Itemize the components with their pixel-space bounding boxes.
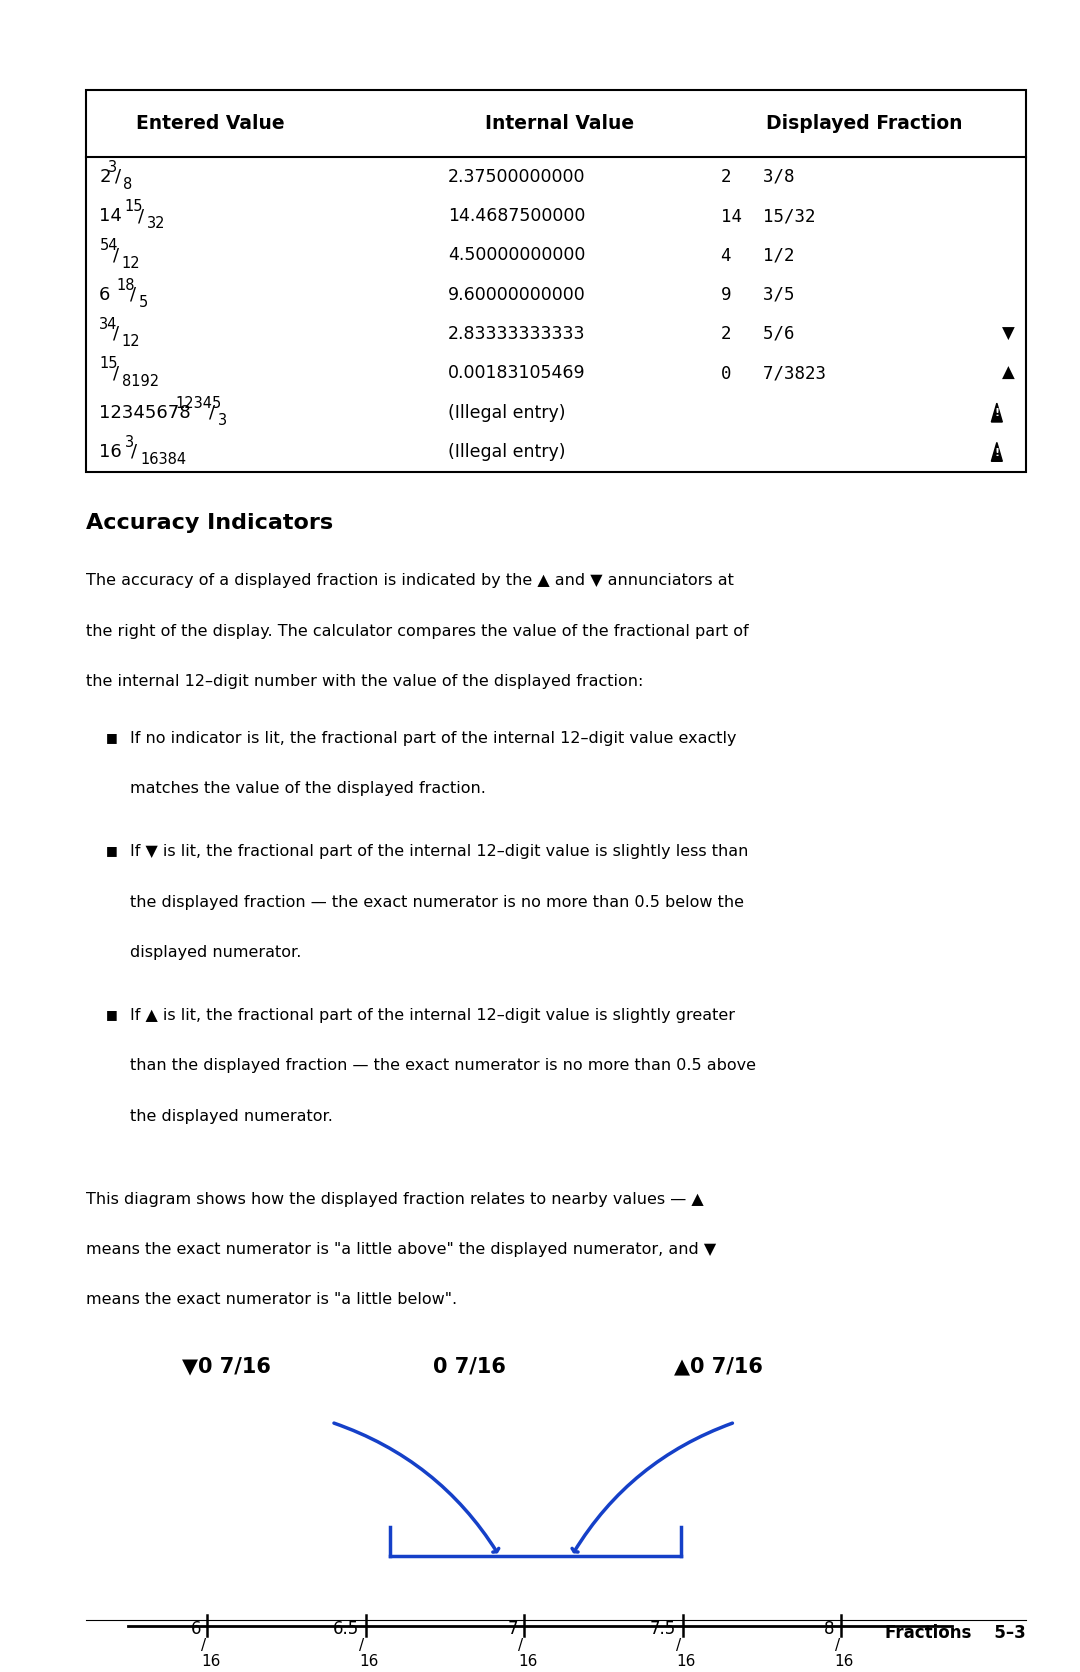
Text: 2   5/6: 2 5/6 — [721, 324, 795, 343]
Text: If ▼ is lit, the fractional part of the internal 12–digit value is slightly less: If ▼ is lit, the fractional part of the … — [130, 844, 748, 859]
Text: ■: ■ — [106, 731, 118, 744]
Text: 12345: 12345 — [175, 396, 221, 411]
Text: the right of the display. The calculator compares the value of the fractional pa: the right of the display. The calculator… — [86, 624, 750, 639]
Text: (Illegal entry): (Illegal entry) — [448, 443, 566, 461]
Text: means the exact numerator is "a little above" the displayed numerator, and ▼: means the exact numerator is "a little a… — [86, 1242, 716, 1257]
Text: /: / — [138, 207, 145, 226]
Text: Accuracy Indicators: Accuracy Indicators — [86, 513, 334, 533]
Text: the displayed numerator.: the displayed numerator. — [130, 1109, 333, 1124]
Text: ▲0 7/16: ▲0 7/16 — [674, 1356, 762, 1376]
Text: 16384: 16384 — [140, 451, 186, 466]
Text: /
16: / 16 — [676, 1639, 696, 1669]
Text: 2: 2 — [99, 167, 111, 186]
Text: 0   7/3823: 0 7/3823 — [721, 364, 826, 383]
Text: /
16: / 16 — [201, 1639, 220, 1669]
Text: ▲: ▲ — [1002, 364, 1015, 383]
Bar — [86, 90, 1026, 472]
Text: 8: 8 — [123, 177, 133, 192]
Text: 12: 12 — [122, 256, 140, 271]
Text: The accuracy of a displayed fraction is indicated by the ▲ and ▼ annunciators at: The accuracy of a displayed fraction is … — [86, 573, 734, 589]
Text: 6.5: 6.5 — [333, 1620, 360, 1639]
Text: 3: 3 — [108, 161, 117, 176]
Text: ■: ■ — [106, 1008, 118, 1022]
Text: the displayed fraction — the exact numerator is no more than 0.5 below the: the displayed fraction — the exact numer… — [130, 895, 744, 910]
Text: ■: ■ — [106, 844, 118, 858]
Text: 8: 8 — [824, 1620, 835, 1639]
Text: Fractions    5–3: Fractions 5–3 — [886, 1624, 1026, 1642]
Text: ▼: ▼ — [1002, 324, 1015, 343]
Text: displayed numerator.: displayed numerator. — [130, 945, 301, 960]
Text: /: / — [210, 403, 215, 421]
Text: 15: 15 — [99, 356, 118, 371]
Text: 32: 32 — [147, 216, 165, 231]
Text: 2.37500000000: 2.37500000000 — [448, 167, 585, 186]
Text: 0 7/16: 0 7/16 — [433, 1356, 507, 1376]
Text: 2   3/8: 2 3/8 — [721, 167, 795, 186]
Text: 14: 14 — [99, 207, 129, 226]
Text: Internal Value: Internal Value — [485, 114, 634, 134]
Text: 3: 3 — [218, 413, 227, 428]
Text: 9   3/5: 9 3/5 — [721, 286, 795, 304]
Text: 4.50000000000: 4.50000000000 — [448, 246, 585, 264]
Text: !: ! — [995, 408, 999, 418]
Text: 4   1/2: 4 1/2 — [721, 246, 795, 264]
Text: /
16: / 16 — [517, 1639, 537, 1669]
Text: 9.60000000000: 9.60000000000 — [448, 286, 586, 304]
Text: /: / — [114, 167, 121, 186]
Text: means the exact numerator is "a little below".: means the exact numerator is "a little b… — [86, 1292, 458, 1308]
Text: /: / — [130, 286, 136, 304]
Text: 54: 54 — [99, 239, 118, 254]
Polygon shape — [991, 443, 1002, 461]
Text: 6: 6 — [99, 286, 117, 304]
Text: Entered Value: Entered Value — [136, 114, 285, 134]
Text: 34: 34 — [99, 318, 118, 333]
Text: 6: 6 — [190, 1620, 201, 1639]
Text: /: / — [113, 324, 119, 343]
Text: 14.4687500000: 14.4687500000 — [448, 207, 585, 226]
Text: Displayed Fraction: Displayed Fraction — [766, 114, 962, 134]
Text: 12: 12 — [122, 334, 140, 349]
Text: If no indicator is lit, the fractional part of the internal 12–digit value exact: If no indicator is lit, the fractional p… — [130, 731, 737, 746]
Text: /: / — [113, 246, 119, 264]
Text: 14  15/32: 14 15/32 — [721, 207, 816, 226]
Text: 8192: 8192 — [122, 373, 159, 388]
Text: /
16: / 16 — [835, 1639, 854, 1669]
Text: 18: 18 — [117, 278, 135, 293]
Text: 7.5: 7.5 — [650, 1620, 676, 1639]
Text: /: / — [132, 443, 137, 461]
Text: 16: 16 — [99, 443, 127, 461]
Text: /: / — [113, 364, 119, 383]
Text: 7: 7 — [508, 1620, 517, 1639]
Text: 15: 15 — [124, 199, 144, 214]
Text: (Illegal entry): (Illegal entry) — [448, 403, 566, 421]
Polygon shape — [991, 403, 1002, 421]
Text: 2.83333333333: 2.83333333333 — [448, 324, 585, 343]
Text: This diagram shows how the displayed fraction relates to nearby values — ▲: This diagram shows how the displayed fra… — [86, 1192, 704, 1207]
Text: 12345678: 12345678 — [99, 403, 197, 421]
Text: /
16: / 16 — [360, 1639, 379, 1669]
Text: the internal 12–digit number with the value of the displayed fraction:: the internal 12–digit number with the va… — [86, 674, 644, 689]
Text: 3: 3 — [124, 435, 134, 450]
Text: than the displayed fraction — the exact numerator is no more than 0.5 above: than the displayed fraction — the exact … — [130, 1058, 756, 1073]
Text: matches the value of the displayed fraction.: matches the value of the displayed fract… — [130, 781, 486, 796]
Text: ▼0 7/16: ▼0 7/16 — [183, 1356, 271, 1376]
Text: 5: 5 — [138, 294, 148, 309]
Text: !: ! — [995, 448, 999, 458]
Text: 0.00183105469: 0.00183105469 — [448, 364, 585, 383]
Text: If ▲ is lit, the fractional part of the internal 12–digit value is slightly grea: If ▲ is lit, the fractional part of the … — [130, 1008, 734, 1023]
